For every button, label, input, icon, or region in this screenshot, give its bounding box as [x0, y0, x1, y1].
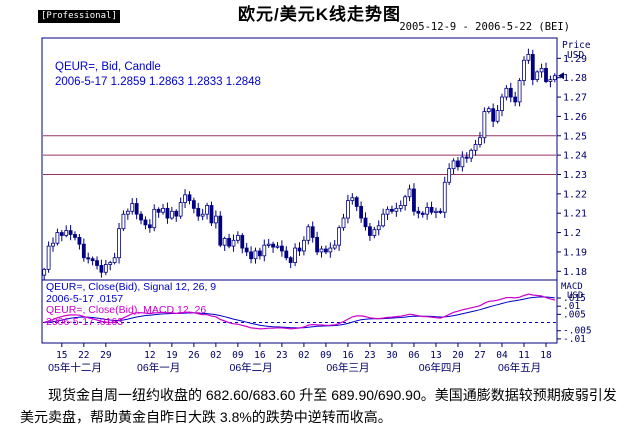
svg-text:19: 19	[166, 350, 178, 361]
kline-chart: 1.29 1.28 1.27 1.26 1.25 1.24 1.23 1.22 1.21 1.2 1…	[41, 37, 592, 374]
svg-text:06年四月: 06年四月	[419, 361, 462, 374]
chart-title: 欧元/美元K线走势图	[238, 5, 401, 24]
svg-text:1.18: 1.18	[563, 267, 587, 278]
macd-legend-macd-value: 2006-5-17 .0163	[46, 315, 124, 328]
svg-text:06: 06	[408, 350, 420, 361]
svg-text:16: 16	[342, 350, 354, 361]
svg-text:27: 27	[474, 350, 485, 361]
svg-text:1.23: 1.23	[563, 170, 587, 181]
svg-text:1.2: 1.2	[563, 228, 581, 239]
svg-text:-.005: -.005	[563, 326, 592, 337]
svg-text:11: 11	[518, 350, 530, 361]
svg-text:23: 23	[276, 350, 287, 361]
svg-text:-.01: -.01	[563, 334, 586, 345]
svg-text:.015: .015	[563, 293, 586, 304]
svg-text:1.25: 1.25	[563, 131, 587, 142]
svg-text:02: 02	[210, 350, 221, 361]
svg-text:Price: Price	[562, 40, 591, 51]
macd-legend-signal-name: QEUR=, Close(Bid), Signal 12, 26, 9	[46, 281, 217, 293]
svg-text:30: 30	[386, 350, 398, 361]
date-range: 2005-12-9 - 2006-5-22 (BEI)	[399, 21, 570, 33]
svg-text:.005: .005	[563, 309, 586, 320]
macd-legend-macd-name: QEUR=, Close(Bid), MACD 12, 26	[46, 304, 207, 316]
svg-text:09: 09	[232, 350, 244, 361]
svg-text:1.21: 1.21	[563, 209, 587, 220]
svg-text:USD: USD	[567, 50, 584, 61]
svg-text:05年十二月: 05年十二月	[48, 361, 102, 374]
price-legend-quote: 2006-5-17 1.2859 1.2863 1.2833 1.2848	[55, 76, 261, 88]
svg-text:MACD: MACD	[561, 282, 583, 292]
svg-text:26: 26	[188, 350, 200, 361]
svg-text:USD: USD	[567, 291, 583, 301]
price-legend-symbol: QEUR=, Bid, Candle	[55, 61, 161, 73]
macd-legend-signal-value: 2006-5-17 .0157	[46, 292, 124, 305]
market-commentary: 现货金自周一纽约收盘的 682.60/683.60 升至 689.90/690.…	[20, 387, 617, 425]
macd-legend: QEUR=, Close(Bid), Signal 12, 26, 9 2006…	[46, 281, 217, 328]
svg-text:1.19: 1.19	[563, 247, 587, 258]
svg-text:06年三月: 06年三月	[326, 361, 369, 374]
svg-text:13: 13	[430, 350, 441, 361]
svg-text:06年二月: 06年二月	[229, 361, 272, 374]
svg-text:23: 23	[364, 350, 375, 361]
svg-text:29: 29	[100, 350, 112, 361]
svg-text:22: 22	[78, 350, 89, 361]
svg-text:20: 20	[452, 350, 464, 361]
svg-text:1.26: 1.26	[563, 112, 587, 123]
svg-text:09: 09	[320, 350, 332, 361]
app-badge: [Professional]	[38, 10, 120, 23]
svg-text:1.28: 1.28	[563, 73, 587, 84]
price-legend: QEUR=, Bid, Candle 2006-5-17 1.2859 1.28…	[55, 60, 261, 90]
svg-text:16: 16	[254, 350, 266, 361]
svg-text:18: 18	[540, 350, 552, 361]
svg-text:02: 02	[298, 350, 309, 361]
svg-text:1.24: 1.24	[563, 151, 587, 162]
svg-text:15: 15	[56, 350, 67, 361]
svg-text:1.27: 1.27	[563, 93, 587, 104]
svg-text:06年一月: 06年一月	[137, 361, 180, 374]
svg-text:1.22: 1.22	[563, 189, 587, 200]
svg-text:1.29: 1.29	[563, 54, 587, 65]
svg-text:12: 12	[144, 350, 155, 361]
svg-text:06年五月: 06年五月	[498, 361, 541, 374]
svg-text:.01: .01	[563, 301, 580, 312]
svg-text:04: 04	[496, 350, 508, 361]
